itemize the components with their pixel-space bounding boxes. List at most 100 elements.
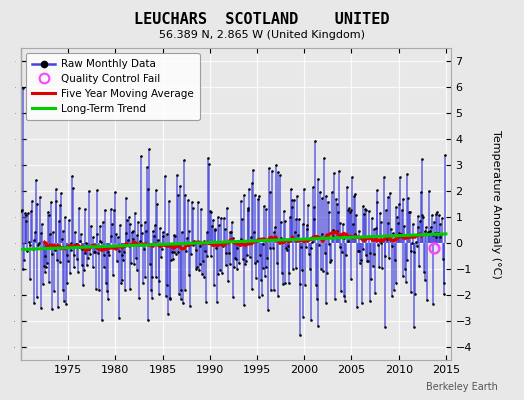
Point xyxy=(133,266,141,273)
Point xyxy=(243,252,251,258)
Point xyxy=(386,190,394,196)
Point xyxy=(194,199,202,205)
Point xyxy=(321,250,329,256)
Text: LEUCHARS  SCOTLAND    UNITED: LEUCHARS SCOTLAND UNITED xyxy=(134,12,390,27)
Point xyxy=(159,233,168,239)
Point xyxy=(259,265,268,272)
Point xyxy=(142,228,150,234)
Point xyxy=(332,201,341,207)
Point xyxy=(267,287,276,293)
Point xyxy=(316,189,324,195)
Point xyxy=(324,209,333,215)
Point xyxy=(19,266,28,272)
Point xyxy=(26,276,34,283)
Point xyxy=(277,235,285,242)
Point xyxy=(103,288,111,294)
Point xyxy=(310,204,318,210)
Point xyxy=(35,240,43,246)
Point xyxy=(98,317,106,324)
Point xyxy=(205,160,213,167)
Point xyxy=(42,264,50,271)
Point xyxy=(394,220,402,227)
Point xyxy=(110,207,118,214)
Point xyxy=(242,258,250,264)
Point xyxy=(18,84,27,91)
Point xyxy=(264,307,272,313)
Point xyxy=(376,219,385,226)
Point xyxy=(379,174,388,180)
Point xyxy=(323,270,331,277)
Point xyxy=(350,193,358,199)
Point xyxy=(213,271,222,277)
Point xyxy=(345,205,353,211)
Point xyxy=(384,194,392,200)
Point xyxy=(340,234,348,241)
Point xyxy=(157,254,165,260)
Point xyxy=(210,226,219,232)
Point xyxy=(136,238,144,244)
Point xyxy=(336,219,345,226)
Point xyxy=(148,274,157,280)
Point xyxy=(155,291,163,298)
Point xyxy=(37,230,45,236)
Point xyxy=(248,180,257,186)
Point xyxy=(201,248,209,254)
Point xyxy=(119,257,127,264)
Point xyxy=(276,171,284,178)
Point xyxy=(84,246,93,252)
Point xyxy=(351,230,359,237)
Point xyxy=(244,207,252,213)
Point xyxy=(272,162,280,168)
Point xyxy=(45,212,53,218)
Point xyxy=(150,221,159,228)
Point xyxy=(235,260,243,266)
Point xyxy=(62,251,71,258)
Point xyxy=(73,243,82,250)
Point xyxy=(408,239,416,246)
Point xyxy=(32,200,41,207)
Point xyxy=(168,248,176,255)
Point xyxy=(424,230,433,236)
Point xyxy=(58,236,66,242)
Point xyxy=(217,242,226,248)
Point xyxy=(170,249,179,255)
Point xyxy=(319,268,328,274)
Point xyxy=(185,272,193,278)
Point xyxy=(269,287,278,294)
Point xyxy=(191,265,200,272)
Point xyxy=(206,252,215,259)
Point xyxy=(113,258,121,264)
Point xyxy=(392,204,400,211)
Point xyxy=(380,252,389,259)
Point xyxy=(357,257,365,263)
Point xyxy=(429,301,438,308)
Point xyxy=(238,216,246,222)
Point xyxy=(343,184,351,190)
Point xyxy=(423,228,432,235)
Point xyxy=(192,246,201,253)
Point xyxy=(56,258,64,265)
Point xyxy=(161,173,169,180)
Point xyxy=(292,216,301,222)
Point xyxy=(65,216,73,223)
Point xyxy=(204,154,212,161)
Point xyxy=(307,316,315,323)
Point xyxy=(224,250,233,256)
Point xyxy=(296,281,304,287)
Point xyxy=(439,291,447,298)
Point xyxy=(356,260,364,267)
Point xyxy=(223,205,231,211)
Point xyxy=(331,296,339,302)
Point xyxy=(398,206,406,213)
Point xyxy=(432,234,441,240)
Point xyxy=(383,236,391,242)
Point xyxy=(122,195,130,202)
Point xyxy=(335,243,344,250)
Point xyxy=(73,256,81,262)
Point xyxy=(75,205,83,212)
Point xyxy=(87,223,95,230)
Point xyxy=(256,252,265,258)
Point xyxy=(155,278,163,284)
Point xyxy=(300,186,309,193)
Point xyxy=(114,233,122,240)
